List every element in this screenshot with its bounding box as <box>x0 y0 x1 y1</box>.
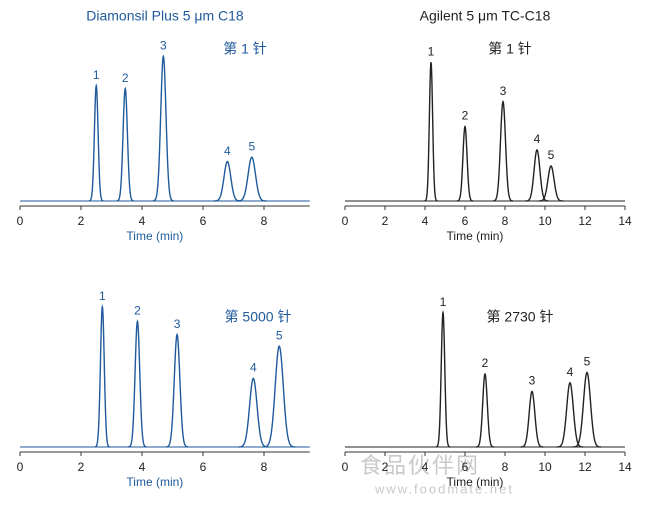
x-tick-label: 4 <box>422 460 429 474</box>
peak-label: 4 <box>534 132 541 146</box>
x-axis-label: Time (min) <box>447 475 504 489</box>
x-tick-label: 0 <box>342 214 349 228</box>
peak-label: 2 <box>462 109 469 123</box>
peak <box>263 345 296 448</box>
x-tick-label: 4 <box>139 460 146 474</box>
x-tick-label: 10 <box>538 460 552 474</box>
peak <box>520 390 544 448</box>
x-tick-label: 14 <box>618 214 632 228</box>
peak-label: 3 <box>500 84 507 98</box>
annotation: 第 1 针 <box>488 41 532 57</box>
x-tick-label: 12 <box>578 214 592 228</box>
peak <box>475 372 495 448</box>
peak <box>236 156 267 202</box>
x-tick-label: 2 <box>382 460 389 474</box>
peak <box>238 377 269 448</box>
x-tick-label: 4 <box>422 214 429 228</box>
peak <box>538 165 564 202</box>
x-tick-label: 4 <box>139 214 146 228</box>
peak-label: 3 <box>160 39 167 53</box>
x-tick-label: 6 <box>200 214 207 228</box>
x-tick-label: 6 <box>200 460 207 474</box>
x-tick-label: 8 <box>261 214 268 228</box>
peak <box>456 125 474 202</box>
annotation: 第 5000 针 <box>225 309 292 325</box>
peak <box>424 62 438 202</box>
x-tick-label: 6 <box>462 214 469 228</box>
watermark-title: 食品伙伴网 <box>360 453 480 478</box>
annotation: 第 2730 针 <box>487 309 554 325</box>
peak-label: 1 <box>440 295 447 309</box>
peak-label: 5 <box>276 328 283 342</box>
annotation: 第 1 针 <box>223 41 267 57</box>
x-tick-label: 10 <box>538 214 552 228</box>
x-tick-label: 8 <box>502 214 509 228</box>
x-tick-label: 0 <box>17 214 24 228</box>
peak <box>572 371 602 448</box>
x-tick-label: 2 <box>78 460 85 474</box>
x-tick-label: 0 <box>17 460 24 474</box>
peak-label: 2 <box>482 356 489 370</box>
watermark-url: www.foodmate.net <box>374 481 514 496</box>
peak <box>556 381 584 448</box>
peak-label: 3 <box>174 317 181 331</box>
peak-label: 1 <box>428 44 435 58</box>
peak-label: 5 <box>248 139 255 153</box>
peak-label: 1 <box>93 68 100 82</box>
peak-label: 4 <box>250 361 257 375</box>
x-tick-label: 2 <box>78 214 85 228</box>
peak-label: 1 <box>99 289 106 303</box>
x-tick-label: 0 <box>342 460 349 474</box>
peak <box>435 309 451 448</box>
peak <box>94 304 111 448</box>
chart-title: Diamonsil Plus 5 μm C18 <box>86 8 244 24</box>
peak-label: 2 <box>134 304 141 318</box>
peak-label: 5 <box>584 355 591 369</box>
peak-label: 4 <box>567 365 574 379</box>
peak <box>88 83 104 202</box>
peak <box>116 86 135 202</box>
peak <box>152 54 174 202</box>
x-axis-label: Time (min) <box>126 475 183 489</box>
x-tick-label: 8 <box>502 460 509 474</box>
peak-label: 2 <box>122 71 129 85</box>
x-tick-label: 6 <box>462 460 469 474</box>
chart-title: Agilent 5 μm TC-C18 <box>420 8 551 24</box>
peak-label: 5 <box>548 148 555 162</box>
x-axis-label: Time (min) <box>447 229 504 243</box>
x-tick-label: 2 <box>382 214 389 228</box>
peak <box>128 319 147 448</box>
peak <box>525 148 549 202</box>
peak-label: 3 <box>529 374 536 388</box>
peak <box>492 100 514 202</box>
peak-label: 4 <box>224 144 231 158</box>
peak <box>213 160 242 202</box>
x-tick-label: 12 <box>578 460 592 474</box>
x-tick-label: 14 <box>618 460 632 474</box>
peak <box>165 332 189 448</box>
x-tick-label: 8 <box>261 460 268 474</box>
x-axis-label: Time (min) <box>126 229 183 243</box>
